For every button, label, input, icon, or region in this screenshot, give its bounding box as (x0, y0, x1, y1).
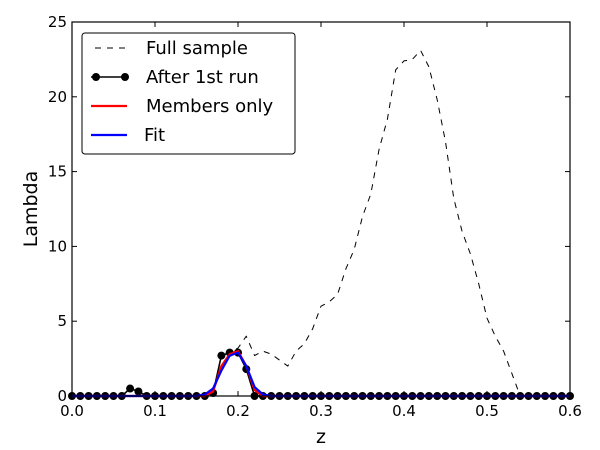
x-tick-label: 0.4 (392, 402, 416, 420)
data-point (126, 384, 135, 393)
x-tick-label: 0.0 (60, 402, 84, 420)
x-tick-label: 0.6 (558, 402, 582, 420)
legend-label: Members only (146, 96, 274, 117)
x-tick-label: 0.3 (309, 402, 333, 420)
legend-label: Fit (144, 125, 165, 146)
x-tick-label: 0.5 (475, 402, 499, 420)
y-tick-label: 10 (48, 237, 67, 255)
data-point (134, 387, 143, 396)
y-axis-label: Lambda (20, 171, 42, 248)
data-point (217, 351, 226, 360)
series-line-full-sample (72, 49, 570, 397)
ticks-layer: 0.0 0.1 0.2 0.3 0.4 0.5 0.6 0 5 10 15 20 25 (48, 13, 582, 420)
y-tick-label: 15 (48, 163, 67, 181)
legend-items: Full sample After 1st run Members only Fit (91, 38, 274, 146)
legend-label: Full sample (146, 38, 248, 59)
legend: Full sample After 1st run Members only Fit (81, 32, 296, 155)
legend-label: After 1st run (146, 67, 259, 88)
legend-box (81, 32, 296, 155)
y-tick-label: 25 (48, 13, 67, 31)
series-line-members-only (72, 350, 570, 398)
y-tick-label: 20 (48, 88, 67, 106)
x-tick-label: 0.1 (143, 402, 167, 420)
series-line-after-1st-run (72, 351, 570, 397)
series-line-fit (72, 351, 570, 398)
legend-marker (121, 73, 129, 81)
y-tick-label: 0 (57, 387, 67, 405)
y-tick-label: 5 (57, 312, 67, 330)
legend-marker (92, 73, 100, 81)
x-tick-label: 0.2 (226, 402, 250, 420)
x-axis-label: z (316, 426, 326, 448)
